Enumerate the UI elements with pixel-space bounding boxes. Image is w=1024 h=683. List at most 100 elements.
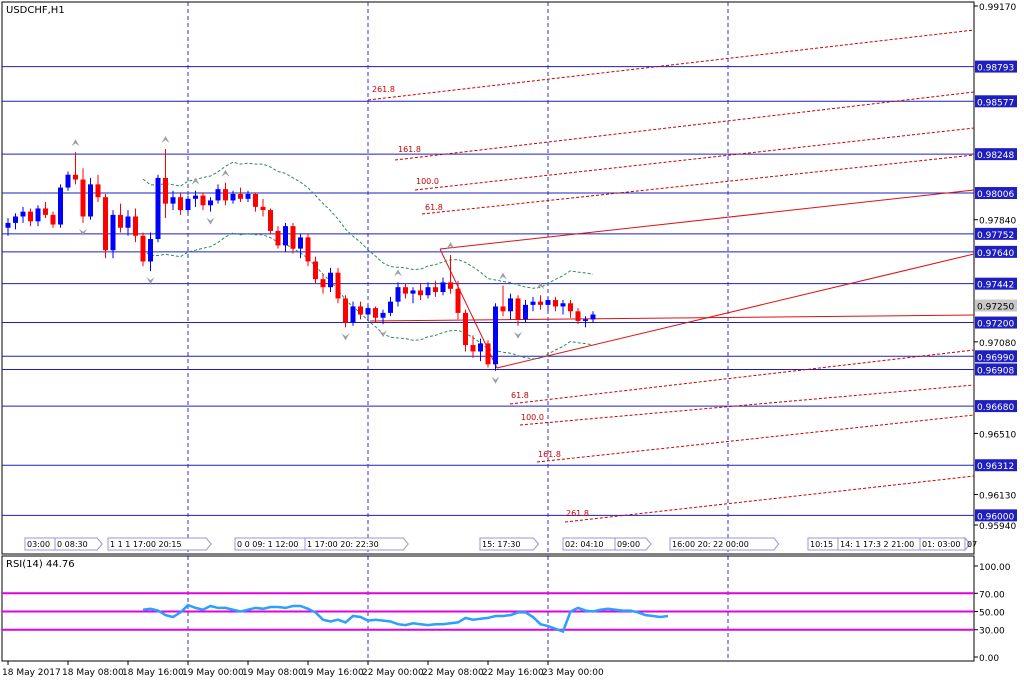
price-tag [975,459,1017,472]
price-tag-label: 0.96312 [977,462,1014,472]
rsi-tick-label: 30.00 [979,627,1005,637]
candle-body [215,189,221,201]
candle-body [223,189,228,201]
candle-body [95,184,101,198]
candle-body [178,197,183,211]
candle-body [545,300,551,305]
candle-body [463,312,468,346]
fibo-level-label: 161.8 [538,450,561,459]
candle-body [380,312,386,318]
fibo-level-label: 61.8 [511,391,529,400]
bid-price-tag-label: 0.97250 [977,303,1014,313]
candle-body [448,282,453,289]
session-label: 0 08:30 [57,540,88,549]
candle-body [590,314,596,320]
candle-body [493,306,498,365]
price-tick-label: 0.95940 [979,522,1016,532]
candle-body [298,237,303,249]
rsi-tick-label: 70.00 [979,590,1005,600]
price-tag [975,509,1017,522]
session-label: 1 1 1 17:00 20:15 [110,540,182,549]
fractal-down-arrow [146,277,155,285]
candle-body [575,311,581,321]
rsi-tick-label: 50.00 [979,609,1005,619]
candle-body [140,235,146,262]
price-tag [975,277,1017,290]
channel-dashed-line [421,154,975,215]
candle-body [170,197,176,204]
candle-body [515,298,521,320]
price-tag [975,363,1017,376]
price-tag [975,245,1017,258]
candle-body [433,287,438,293]
session-label-box [669,537,780,551]
candle-body [185,198,191,211]
candle-body [358,306,363,315]
channel-solid-line [439,189,975,250]
rsi-panel[interactable]: RSI(14) 44.76 [1,555,975,662]
rsi-tick-label: 0.00 [979,654,999,664]
fibo-level-label: 61.8 [425,203,443,212]
bid-price-tag [975,299,1017,312]
channel-dashed-line [536,414,975,463]
candle-body [328,272,333,288]
price-tag [975,227,1017,240]
candle-body [50,214,56,225]
fractal-down-arrow [514,331,522,339]
price-tick-label: 0.96510 [979,430,1016,440]
fractal-down-arrow [341,333,350,341]
price-tag-label: 0.97640 [977,249,1014,259]
candle-body [148,238,153,262]
rsi-levels [2,592,974,631]
price-tag [975,187,1017,200]
rsi-title: RSI(14) 44.76 [6,559,75,570]
price-panel[interactable]: 261.8 161.8 100.0 61.8 61.8 100.0 161.8 261.8 U… [1,1,975,661]
candle-body [238,193,243,199]
price-tag-label: 0.97752 [977,231,1014,241]
fractal-up-arrow [499,272,507,280]
candle-body [155,177,161,239]
price-tick-label: 0.99170 [979,3,1016,13]
session-label-box [304,537,409,551]
session-label: 10:15 [810,540,833,549]
candle-body [395,287,401,302]
candle-body [268,210,273,231]
candle-body [230,193,236,201]
fractal-up-arrow [161,136,170,144]
candle-body [305,237,311,262]
price-tag-label: 0.98006 [977,190,1014,200]
session-label: 0 0 09: 1 12:00 [237,540,298,549]
candle-body [290,226,296,249]
price-tag [975,400,1017,413]
candle-body [5,222,11,228]
candle-body [275,230,281,246]
day-separators [187,2,729,661]
channel-dashed-line [414,127,975,191]
upper-band-line [142,161,594,289]
candle-body [418,290,423,296]
channel-dashed-line [367,29,975,101]
price-tick-label: 0.97080 [979,339,1016,349]
candle-body [283,226,288,246]
fibo-level-label: 100.0 [521,413,544,422]
candle-body [440,282,446,293]
candle-body [118,214,123,228]
candle-body [388,301,393,313]
fractal-up-arrow [394,269,402,277]
candle-body [253,193,258,207]
rsi-axis: 100.00 70.00 50.00 30.00 0.00 [974,563,1011,664]
candle-body [260,206,266,211]
candle-body [350,306,356,323]
candle-body [208,200,213,206]
candle-body [163,177,168,204]
candle-body [568,303,573,312]
candle-body [43,208,48,215]
candle-body [28,211,33,222]
channel-solid-line [369,314,975,322]
fractal-down-arrow [379,330,387,338]
time-tick-label: 22 May 08:00 [422,668,484,678]
session-label: 02: 04:10 [565,540,603,549]
fractal-up-arrow [221,169,230,177]
